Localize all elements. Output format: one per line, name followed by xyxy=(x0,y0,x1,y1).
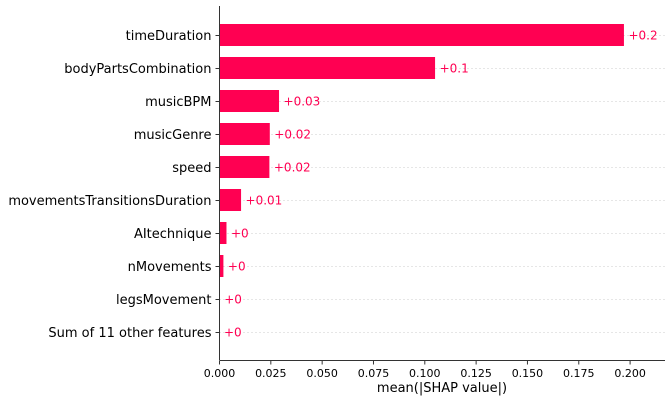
data-label: +0.02 xyxy=(274,161,311,175)
y-tick-label: musicGenre xyxy=(134,128,212,143)
bar-nmovements xyxy=(219,255,224,277)
x-tick-label: 0.075 xyxy=(358,367,390,380)
y-tick-label: legsMovement xyxy=(116,293,212,308)
x-tick-label: 0.175 xyxy=(563,367,595,380)
x-tick-label: 0.100 xyxy=(409,367,441,380)
y-tick-label: nMovements xyxy=(128,260,212,275)
x-tick-label: 0.050 xyxy=(306,367,338,380)
x-tick-label: 0.150 xyxy=(512,367,544,380)
y-tick-label: musicBPM xyxy=(145,95,211,110)
y-tick-label: Sum of 11 other features xyxy=(48,326,211,341)
data-label: +0.01 xyxy=(246,194,283,208)
bar-timeduration xyxy=(219,24,624,46)
data-label: +0.2 xyxy=(628,29,657,43)
x-tick-labels: 0.000 0.025 0.050 0.075 0.100 0.125 0.150 0.175… xyxy=(204,360,646,380)
bar-musicgenre xyxy=(219,123,270,145)
bar-aitechnique xyxy=(219,222,227,244)
data-label: +0 xyxy=(224,326,242,340)
data-label: +0.03 xyxy=(284,95,321,109)
bar-layer: +0.2 +0.1 +0.03 +0.02 +0.02 +0.01 +0 +0 +0 +0 xyxy=(219,24,658,340)
x-tick-label: 0.000 xyxy=(204,367,236,380)
y-tick-labels: timeDuration bodyPartsCombination musicBPM… xyxy=(8,29,220,341)
x-tick-label: 0.125 xyxy=(460,367,492,380)
bar-musicbpm xyxy=(219,90,280,112)
data-label: +0.1 xyxy=(440,62,469,76)
data-label: +0.02 xyxy=(274,128,311,142)
grid-layer xyxy=(219,35,665,333)
y-tick-label: bodyPartsCombination xyxy=(64,62,211,77)
bar-bodypartscombination xyxy=(219,57,436,79)
x-axis-title: mean(|SHAP value|) xyxy=(377,381,507,396)
bar-speed xyxy=(219,156,270,178)
data-label: +0 xyxy=(231,227,249,241)
axis-layer xyxy=(219,6,665,361)
y-tick-label: AItechnique xyxy=(134,227,212,242)
y-tick-label: speed xyxy=(172,161,211,176)
bar-movementstransitionsduration xyxy=(219,189,242,211)
data-label: +0 xyxy=(224,293,242,307)
x-tick-label: 0.200 xyxy=(614,367,646,380)
y-tick-label: timeDuration xyxy=(126,29,212,44)
y-tick-label: movementsTransitionsDuration xyxy=(8,194,211,209)
x-tick-label: 0.025 xyxy=(255,367,287,380)
data-label: +0 xyxy=(228,260,246,274)
